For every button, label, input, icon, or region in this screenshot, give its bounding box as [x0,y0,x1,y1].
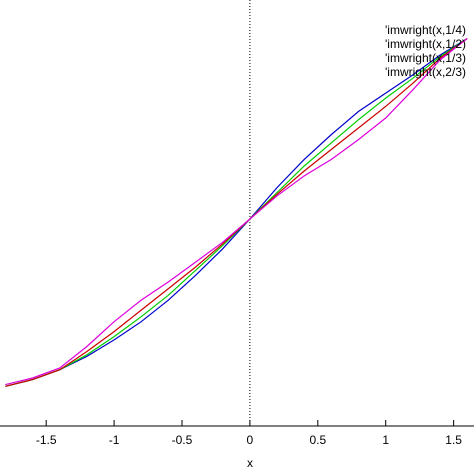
x-tick-label: -0.5 [172,433,193,447]
x-axis-label: x [247,456,253,470]
x-tick-label: -1.5 [36,433,57,447]
line [5,38,468,386]
x-tick-label: 1.5 [445,433,462,447]
x-tick-label: 0 [247,433,254,447]
legend-label: 'imwright(x,1/2) [385,37,466,51]
line [5,38,468,387]
legend-label: 'imwright(x,2/3) [385,65,466,79]
x-tick-label: 1 [382,433,389,447]
x-tick-label: 0.5 [309,433,326,447]
x-tick-label: -1 [109,433,120,447]
line [5,37,468,387]
legend-label: 'imwright(x,1/4) [385,23,466,37]
legend-label: 'imwright(x,1/3) [385,51,466,65]
line [5,38,468,387]
